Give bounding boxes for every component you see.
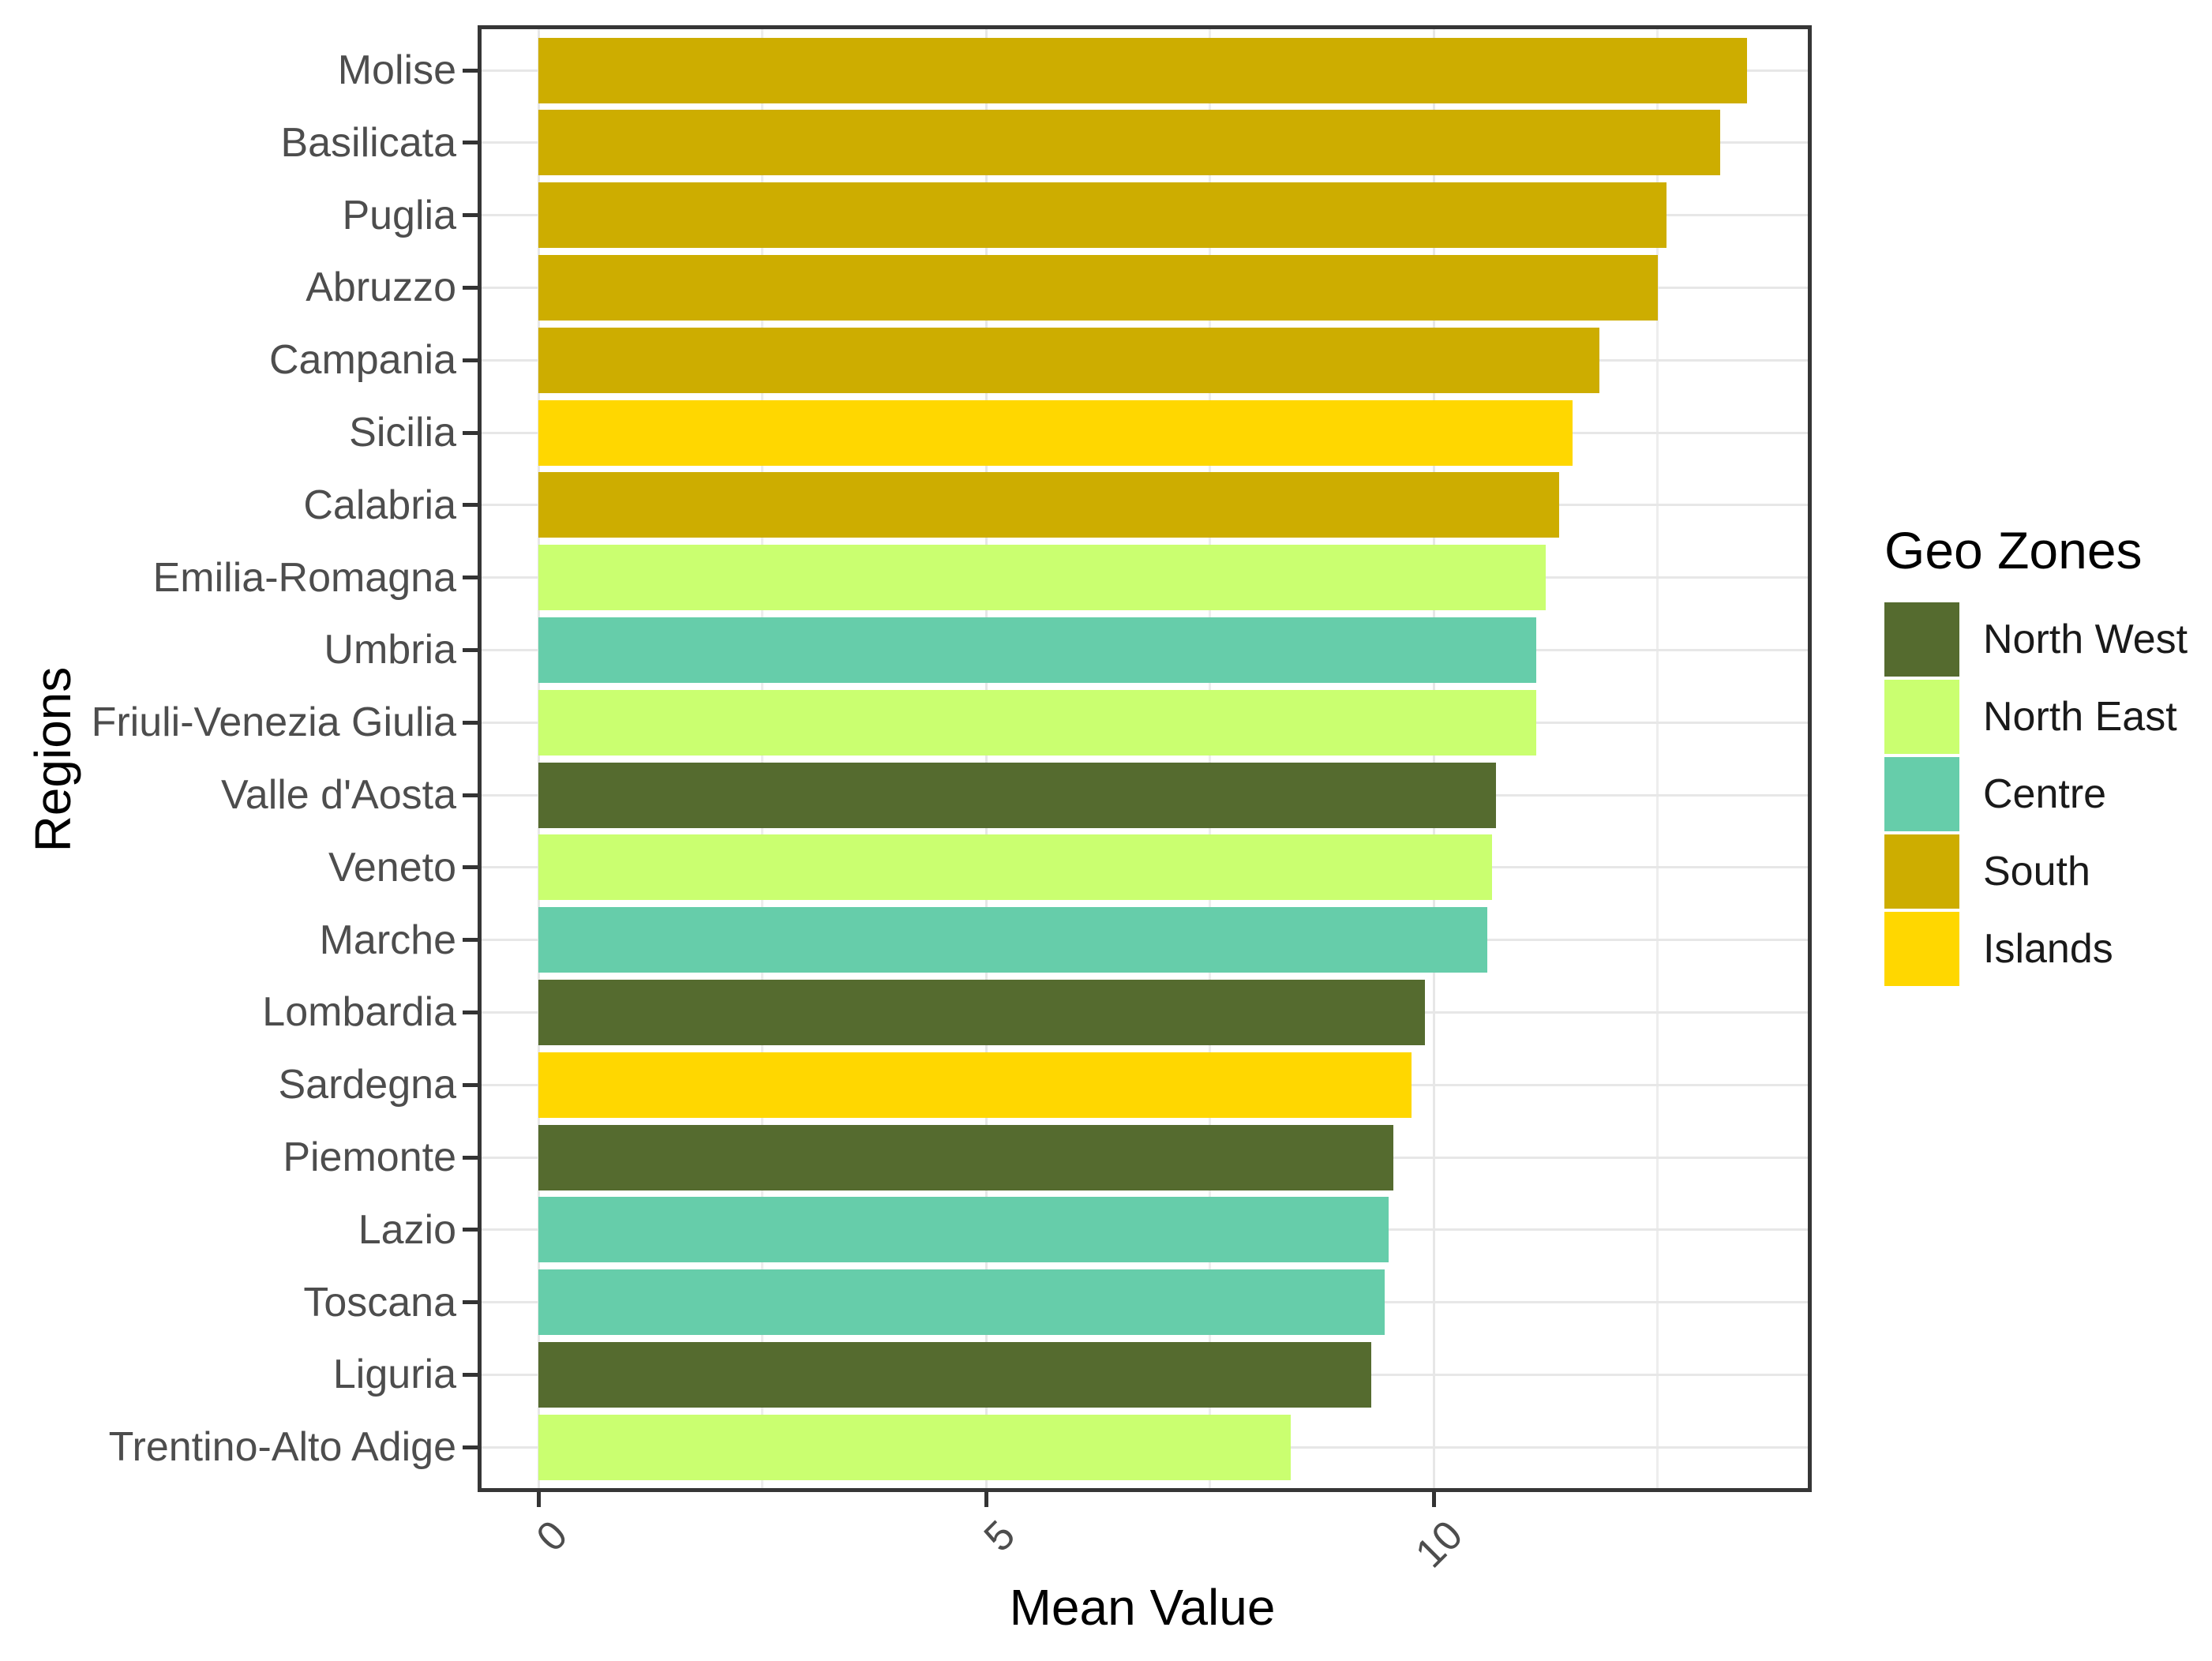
bar-basilicata — [538, 110, 1720, 176]
bar-liguria — [538, 1341, 1371, 1408]
region-label-umbria: Umbria — [324, 627, 456, 673]
gridline-vertical — [1656, 29, 1659, 1488]
legend-swatch-south — [1884, 834, 1959, 909]
x-axis-tick — [984, 1492, 988, 1507]
legend-label: Islands — [1983, 926, 2113, 972]
bar-molise — [538, 37, 1747, 103]
legend-label: Centre — [1983, 771, 2107, 817]
y-axis-tick — [463, 1372, 478, 1377]
bar-veneto — [538, 834, 1492, 901]
x-axis-tick-label: 5 — [975, 1512, 1025, 1561]
bar-emilia-romagna — [538, 545, 1546, 611]
y-axis-tick — [463, 720, 478, 725]
region-label-lazio: Lazio — [358, 1206, 456, 1253]
legend-label: North West — [1983, 617, 2188, 662]
y-axis-tick — [463, 141, 478, 145]
region-label-puglia: Puglia — [342, 192, 456, 238]
legend-label: North East — [1983, 694, 2177, 740]
bar-marche — [538, 907, 1487, 973]
y-axis-tick — [463, 285, 478, 290]
y-axis-tick — [463, 1082, 478, 1087]
legend-title: Geo Zones — [1884, 521, 2143, 579]
bar-sicilia — [538, 399, 1573, 466]
x-axis-tick — [1431, 1492, 1436, 1507]
bar-toscana — [538, 1269, 1385, 1336]
gridline-vertical — [761, 29, 763, 1488]
y-axis-title: Regions — [24, 666, 81, 853]
bar-umbria — [538, 617, 1536, 683]
region-label-valle-d-aosta: Valle d'Aosta — [220, 772, 456, 818]
y-axis-tick — [463, 938, 478, 943]
region-label-sardegna: Sardegna — [278, 1062, 456, 1108]
y-axis-tick — [463, 576, 478, 580]
region-label-lombardia: Lombardia — [262, 989, 456, 1036]
region-label-basilicata: Basilicata — [280, 119, 456, 166]
legend-swatch-islands — [1884, 912, 1959, 986]
bar-valle-d-aosta — [538, 762, 1496, 828]
x-axis-tick-label: 10 — [1407, 1512, 1472, 1577]
x-axis-tick — [536, 1492, 541, 1507]
x-axis-tick-label: 0 — [527, 1512, 577, 1561]
legend-items: North West North East Centre South Islands — [1884, 602, 2188, 986]
region-label-calabria: Calabria — [303, 482, 456, 528]
y-axis-tick — [463, 1300, 478, 1305]
region-label-molise: Molise — [337, 47, 456, 93]
y-axis-tick — [463, 213, 478, 218]
bar-abruzzo — [538, 254, 1658, 321]
region-label-campania: Campania — [268, 337, 456, 384]
y-axis-tick — [463, 503, 478, 508]
legend-item-centre: Centre — [1884, 757, 2188, 831]
bar-lombardia — [538, 979, 1425, 1045]
region-label-veneto: Veneto — [328, 844, 456, 890]
bar-piemonte — [538, 1124, 1393, 1190]
legend-swatch-north-west — [1884, 602, 1959, 677]
legend-item-islands: Islands — [1884, 912, 2188, 986]
y-axis-tick — [463, 430, 478, 435]
legend-item-north-west: North West — [1884, 602, 2188, 677]
y-axis-tick — [463, 1228, 478, 1232]
region-label-abruzzo: Abruzzo — [306, 264, 456, 311]
region-label-sicilia: Sicilia — [349, 410, 456, 456]
legend-swatch-north-east — [1884, 680, 1959, 754]
legend-swatch-centre — [1884, 757, 1959, 831]
gridline-vertical — [1432, 29, 1435, 1488]
y-axis-tick — [463, 647, 478, 652]
region-label-friuli-venezia-giulia: Friuli-Venezia Giulia — [91, 699, 456, 746]
gridline-vertical — [537, 29, 540, 1488]
region-label-emilia-romagna: Emilia-Romagna — [152, 554, 456, 601]
region-label-marche: Marche — [319, 917, 456, 963]
bar-trentino-alto-adige — [538, 1414, 1291, 1480]
bar-campania — [538, 327, 1599, 393]
legend: Geo Zones North West North East Centre Sout… — [1884, 524, 2188, 989]
region-label-piemonte: Piemonte — [283, 1134, 456, 1180]
region-label-toscana: Toscana — [303, 1279, 456, 1325]
y-axis-tick — [463, 1155, 478, 1160]
y-axis-tick — [463, 358, 478, 362]
x-axis-title: Mean Value — [1009, 1579, 1276, 1636]
region-label-trentino-alto-adige: Trentino-Alto Adige — [108, 1424, 456, 1471]
bar-lazio — [538, 1197, 1389, 1263]
bar-sardegna — [538, 1052, 1412, 1118]
y-axis-tick — [463, 1010, 478, 1014]
bar-calabria — [538, 472, 1559, 538]
legend-label: South — [1983, 849, 2090, 894]
legend-item-south: South — [1884, 834, 2188, 909]
y-axis-tick — [463, 865, 478, 870]
gridline-vertical — [1209, 29, 1211, 1488]
y-axis-tick — [463, 793, 478, 797]
region-label-liguria: Liguria — [332, 1352, 456, 1398]
bar-puglia — [538, 182, 1666, 249]
bar-friuli-venezia-giulia — [538, 689, 1536, 756]
y-axis-tick — [463, 1445, 478, 1449]
plot-panel — [478, 25, 1812, 1492]
y-axis-tick — [463, 68, 478, 73]
legend-item-north-east: North East — [1884, 680, 2188, 754]
gridline-vertical — [984, 29, 988, 1488]
